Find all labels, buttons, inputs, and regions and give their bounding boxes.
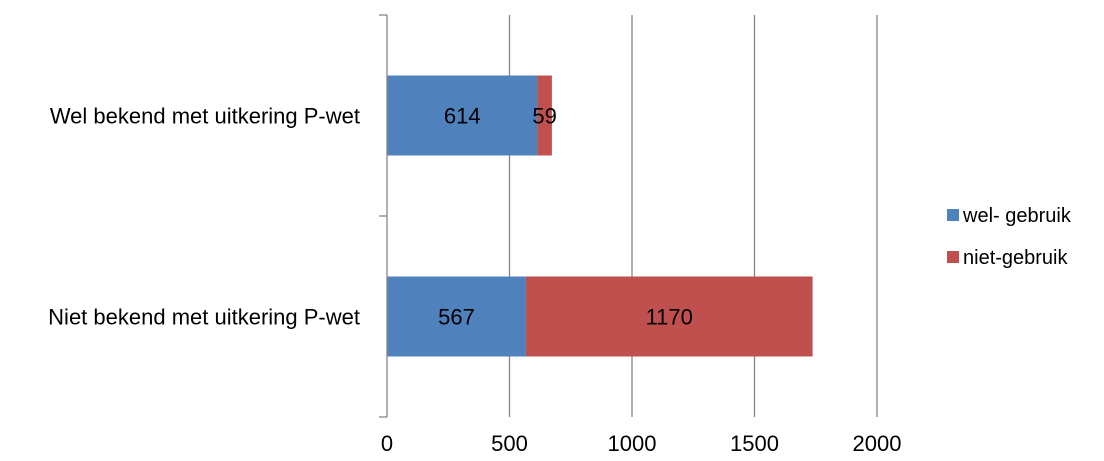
data-label-1-0: 59 xyxy=(532,104,556,129)
legend-label-1: niet-gebruik xyxy=(963,247,1069,269)
legend-swatch-1 xyxy=(947,251,959,263)
x-tick-label-1000: 1000 xyxy=(608,431,657,456)
labels: 614 59 Wel bekend met uitkering P-wet 567 11… xyxy=(48,104,693,330)
x-tick-label-1500: 1500 xyxy=(730,431,779,456)
data-label-0-0: 614 xyxy=(444,104,481,129)
gridlines xyxy=(508,15,878,417)
bar-wel-gebruik-0 xyxy=(387,75,538,156)
legend-label-0: wel- gebruik xyxy=(962,205,1072,227)
category-label-0: Wel bekend met uitkering P-wet xyxy=(50,104,360,129)
bar-niet-gebruik-1 xyxy=(525,276,813,357)
data-label-0-1: 567 xyxy=(438,305,475,330)
x-tick-label-0: 0 xyxy=(381,431,393,456)
axes: 0 500 1000 1500 2000 xyxy=(379,14,902,456)
x-tick-label-2000: 2000 xyxy=(853,431,902,456)
category-label-1: Niet bekend met uitkering P-wet xyxy=(48,305,360,330)
data-label-1-1: 1170 xyxy=(646,305,693,330)
bars xyxy=(387,75,813,357)
legend-swatch-0 xyxy=(947,209,959,221)
legend: wel- gebruik niet-gebruik xyxy=(947,205,1072,269)
x-tick-label-500: 500 xyxy=(491,431,528,456)
bar-niet-gebruik-0 xyxy=(537,75,552,156)
bar-wel-gebruik-1 xyxy=(387,276,526,357)
